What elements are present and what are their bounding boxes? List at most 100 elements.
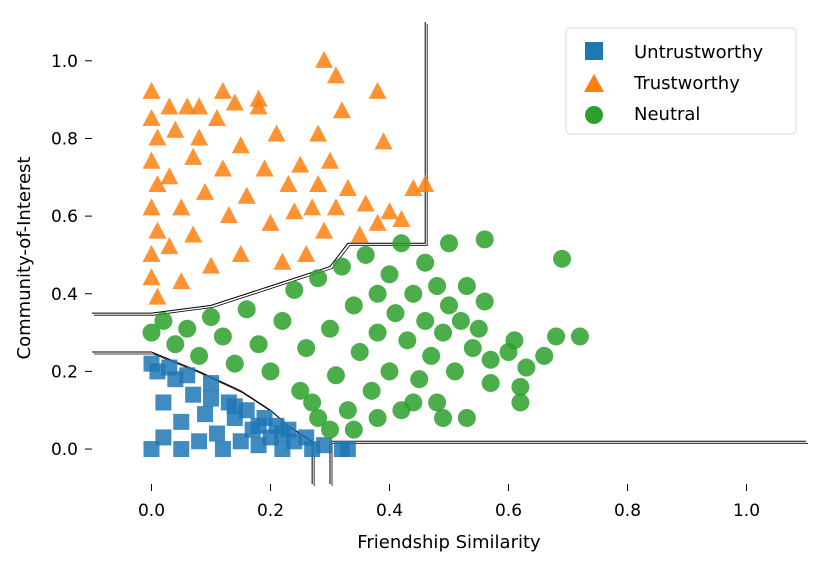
point-neutral [457,277,476,295]
point-neutral [309,269,328,288]
data-points [142,50,589,458]
point-untrustworthy [208,425,225,442]
point-neutral [517,358,536,377]
point-neutral [505,331,524,350]
point-trustworthy [416,175,435,193]
point-untrustworthy [173,441,190,458]
point-neutral [481,374,500,393]
point-untrustworthy [316,437,333,454]
point-neutral [434,323,453,342]
point-trustworthy [142,244,161,262]
point-trustworthy [368,213,387,231]
point-neutral [463,339,482,358]
point-neutral [338,401,357,420]
point-neutral [404,284,423,303]
point-neutral [475,292,494,311]
point-trustworthy [249,89,268,107]
point-trustworthy [219,206,238,224]
point-neutral [225,354,244,373]
point-neutral [154,311,173,330]
point-untrustworthy [203,390,219,407]
point-trustworthy [190,128,209,146]
point-neutral [261,362,280,381]
point-trustworthy [285,202,304,220]
point-neutral [392,234,411,253]
point-trustworthy [213,159,232,177]
point-untrustworthy [203,375,219,392]
point-neutral [445,362,464,381]
point-trustworthy [225,93,244,111]
point-trustworthy [261,213,280,231]
y-tick-label: 0.6 [51,207,78,227]
point-trustworthy [231,136,250,154]
point-neutral [404,393,423,412]
point-neutral [469,319,488,338]
legend-label-untrustworthy: Untrustworthy [634,42,763,63]
point-trustworthy [297,244,316,262]
point-trustworthy [160,97,179,115]
boundary-trustworthy [92,22,426,314]
point-neutral [368,284,387,303]
point-neutral [570,327,589,346]
point-untrustworthy [179,367,196,384]
point-neutral [422,346,441,365]
point-trustworthy [184,147,203,165]
point-neutral [237,300,256,319]
point-untrustworthy [226,398,243,415]
point-trustworthy [142,151,161,169]
point-trustworthy [178,97,197,115]
point-trustworthy [273,252,292,270]
point-trustworthy [237,186,256,204]
point-untrustworthy [161,359,178,376]
point-trustworthy [332,101,351,119]
point-untrustworthy [185,386,202,403]
legend-label-neutral: Neutral [634,104,700,125]
point-trustworthy [392,210,411,227]
point-untrustworthy [155,429,172,446]
point-trustworthy [172,272,191,290]
point-neutral [350,343,369,361]
x-tick-label: 0.4 [376,501,403,521]
point-neutral [309,409,328,427]
point-trustworthy [166,120,185,138]
point-trustworthy [326,66,345,84]
point-neutral [178,319,197,338]
y-tick-label: 0.0 [51,440,78,460]
point-trustworthy [148,128,167,146]
point-neutral [321,319,339,338]
point-trustworthy [213,81,232,99]
point-trustworthy [255,159,274,177]
point-neutral [386,304,405,323]
point-neutral [457,409,476,427]
y-axis-label: Community-of-Interest [14,157,35,360]
point-trustworthy [172,198,191,216]
point-trustworthy [356,194,375,212]
legend-marker-neutral [585,106,603,124]
point-trustworthy [267,124,286,142]
point-neutral [535,346,554,365]
legend-marker-untrustworthy [585,42,603,60]
point-untrustworthy [155,394,172,411]
point-trustworthy [321,151,339,169]
legend-box [565,27,797,135]
point-neutral [475,230,494,249]
point-trustworthy [315,50,334,68]
point-neutral [362,381,381,400]
point-trustworthy [350,225,369,243]
boundary-floor [329,440,806,484]
point-neutral [291,381,310,400]
x-tick-label: 0.6 [495,501,522,521]
point-neutral [428,393,447,412]
y-tick-label: 0.2 [51,362,78,382]
point-untrustworthy [214,441,231,458]
legend-marker-trustworthy [584,74,604,92]
point-trustworthy [148,287,167,305]
point-untrustworthy [197,406,214,423]
point-untrustworthy [339,441,356,458]
point-untrustworthy [173,413,190,430]
point-neutral [368,409,387,427]
point-neutral [410,370,429,389]
point-trustworthy [309,124,328,142]
point-neutral [398,331,417,350]
point-neutral [202,308,220,327]
